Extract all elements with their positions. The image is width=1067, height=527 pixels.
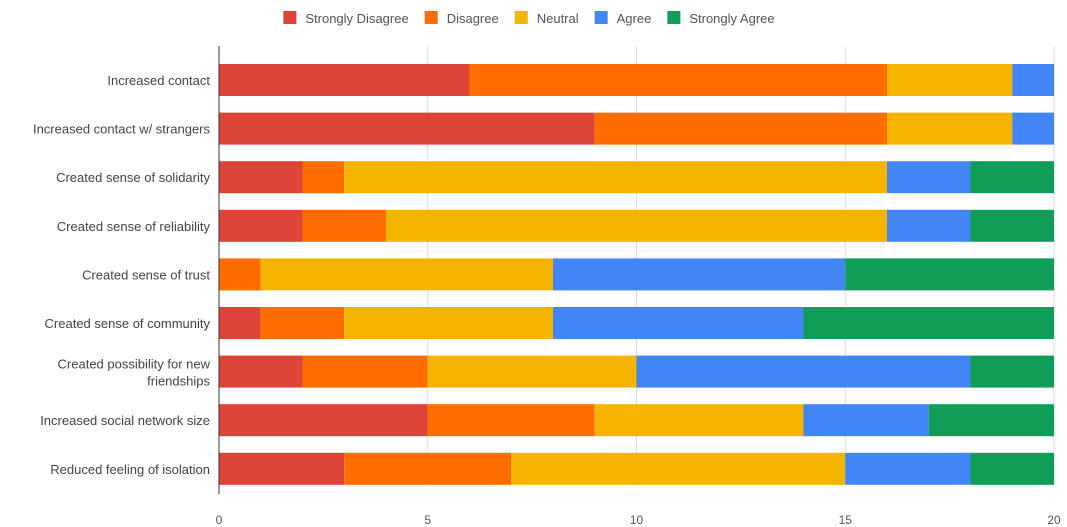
bar-segment <box>970 161 1054 194</box>
bar-segment <box>386 209 887 242</box>
x-axis: 0 5 10 15 20 <box>216 46 1061 527</box>
bar-segment <box>553 307 804 339</box>
category-label: Increased contact <box>107 73 210 88</box>
legend-label: Strongly Disagree <box>305 11 408 26</box>
legend: Strongly Disagree Disagree Neutral Agree Str… <box>283 11 775 26</box>
bar-segment <box>219 307 261 339</box>
bar-segment <box>219 404 428 437</box>
bar-segment <box>302 209 386 242</box>
legend-swatch <box>283 11 297 24</box>
x-tick-label: 15 <box>839 513 853 527</box>
bar-segment <box>970 355 1054 388</box>
bar-segment <box>803 404 929 437</box>
x-tick-label: 20 <box>1047 513 1061 527</box>
bar-segment <box>427 404 595 437</box>
legend-label: Disagree <box>447 11 499 26</box>
bar-segment <box>594 404 804 437</box>
category-label: Increased social network size <box>40 413 210 428</box>
bar-segment <box>219 112 595 145</box>
bar-segment <box>887 112 1013 145</box>
category-label: Created possibility for new friendships <box>58 357 211 389</box>
bar-segment <box>219 161 303 194</box>
bar-segment <box>219 209 303 242</box>
bar-segment <box>845 452 971 485</box>
bar-segment <box>887 161 971 194</box>
bar-segment <box>344 161 887 194</box>
bar-segment <box>970 452 1054 485</box>
category-label: Created sense of community <box>45 316 211 331</box>
legend-swatch <box>424 11 438 24</box>
bar-segment <box>469 64 887 96</box>
legend-label: Agree <box>617 11 652 26</box>
bar-segment <box>928 404 1054 437</box>
bar-segment <box>219 452 345 485</box>
legend-swatch <box>514 11 528 24</box>
bar-segment <box>1012 64 1054 96</box>
bar-segment <box>887 209 971 242</box>
legend-swatch <box>594 11 608 24</box>
bar-segment <box>803 307 1054 339</box>
legend-label: Neutral <box>537 11 579 26</box>
bar-segment <box>344 307 553 339</box>
category-label: Created sense of solidarity <box>56 170 210 185</box>
bar-segment <box>302 161 345 194</box>
bar-segment <box>970 209 1054 242</box>
bar-segment <box>887 64 1013 96</box>
category-label: Increased contact w/ strangers <box>33 122 211 137</box>
bar-segment <box>845 258 1054 291</box>
x-tick-label: 5 <box>424 513 431 527</box>
bar-segment <box>553 258 846 291</box>
category-label: Created sense of reliability <box>57 219 211 234</box>
bars <box>219 64 1054 485</box>
bar-segment <box>260 307 345 339</box>
bar-segment <box>427 355 637 388</box>
bar-segment <box>219 258 261 291</box>
category-label: Created sense of trust <box>82 267 210 282</box>
bar-segment <box>260 258 553 291</box>
bar-segment <box>636 355 971 388</box>
bar-segment <box>1012 112 1054 145</box>
bar-segment <box>344 452 512 485</box>
x-tick-label: 0 <box>216 513 223 527</box>
bar-segment <box>219 64 470 96</box>
category-labels: Increased contact Increased contact w/ st… <box>33 73 211 477</box>
bar-segment <box>302 355 428 388</box>
legend-swatch <box>667 11 681 24</box>
bar-segment <box>594 112 887 145</box>
bar-segment <box>219 355 303 388</box>
x-tick-label: 10 <box>630 513 644 527</box>
category-label: Reduced feeling of isolation <box>50 462 210 477</box>
legend-label: Strongly Agree <box>689 11 774 26</box>
bar-segment <box>511 452 846 485</box>
